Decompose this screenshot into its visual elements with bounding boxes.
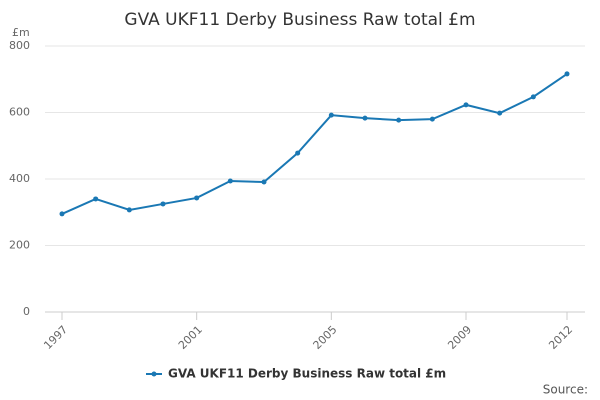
point <box>261 179 267 185</box>
x-tick-label: 2001 <box>176 323 205 352</box>
point <box>295 150 301 156</box>
point <box>564 71 570 77</box>
point <box>227 178 233 184</box>
point <box>126 207 132 213</box>
legend-label: GVA UKF11 Derby Business Raw total £m <box>168 367 446 381</box>
point <box>497 110 503 116</box>
chart-title: GVA UKF11 Derby Business Raw total £m <box>124 10 475 30</box>
point <box>396 117 402 123</box>
y-tick-label: 400 <box>9 172 30 185</box>
y-tick-label: 200 <box>9 239 30 252</box>
point <box>429 116 435 122</box>
point <box>93 196 99 202</box>
y-unit: £m <box>12 26 30 39</box>
point <box>194 195 200 201</box>
x-tick-label: 1997 <box>41 323 70 352</box>
point <box>463 102 469 108</box>
y-tick-label: 600 <box>9 106 30 119</box>
point <box>59 211 65 217</box>
source: Source: <box>543 383 588 397</box>
x-tick-label: 2005 <box>311 323 340 352</box>
point <box>530 94 536 100</box>
y-tick-label: 800 <box>9 39 30 52</box>
line <box>61 73 568 215</box>
x-tick-label: 2009 <box>445 323 474 352</box>
point <box>328 112 334 118</box>
legend-symbol <box>151 371 157 377</box>
y-tick-label: 0 <box>23 305 30 318</box>
x-tick-label: 2012 <box>546 323 575 352</box>
point <box>362 115 368 121</box>
point <box>160 201 166 207</box>
